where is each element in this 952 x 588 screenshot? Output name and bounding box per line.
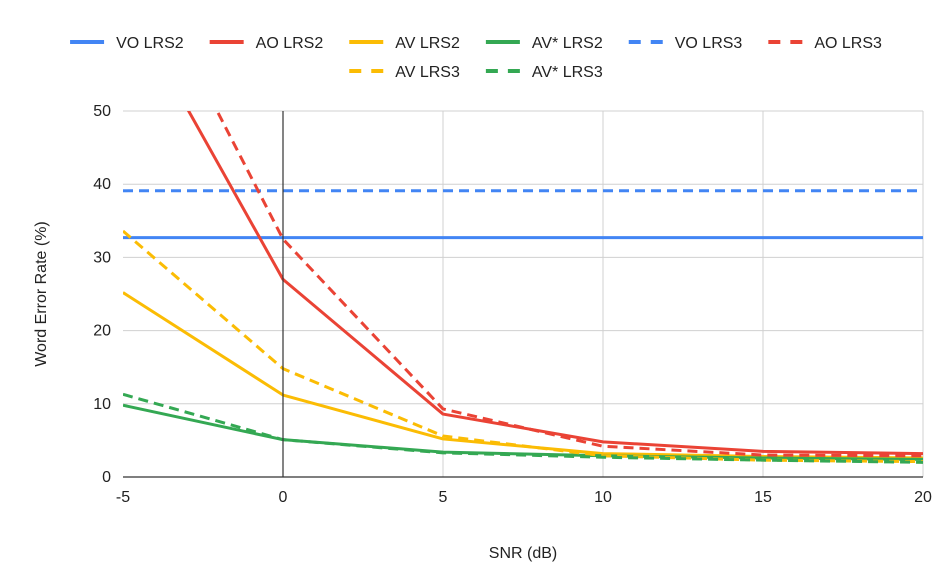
y-tick-label: 40 (93, 176, 111, 193)
legend-label: AO LRS3 (814, 35, 882, 52)
chart-axes: 0 10 20 30 40 50 -5 0 5 10 15 20 (93, 103, 932, 506)
series-line-av-star-lrs3 (123, 392, 923, 464)
series-line-ao-lrs2 (186, 111, 923, 456)
y-tick-label: 20 (93, 323, 111, 340)
y-tick-label: 50 (93, 103, 111, 120)
chart-series (123, 111, 923, 464)
series-line-av-lrs3 (123, 229, 923, 464)
x-tick-label: 20 (914, 489, 932, 506)
legend-label: AV LRS2 (395, 35, 460, 52)
legend-label: AV* LRS3 (532, 64, 603, 81)
x-tick-label: 0 (279, 489, 288, 506)
series-line-ao-lrs3 (215, 111, 923, 458)
series-line-av-lrs2 (123, 291, 923, 460)
y-tick-label: 10 (93, 396, 111, 413)
x-tick-label: -5 (116, 489, 130, 506)
x-tick-label: 5 (439, 489, 448, 506)
legend-label: AV* LRS2 (532, 35, 603, 52)
y-axis-title: Word Error Rate (%) (33, 221, 50, 367)
x-tick-label: 10 (594, 489, 612, 506)
x-tick-label: 15 (754, 489, 772, 506)
y-tick-label: 30 (93, 249, 111, 266)
chart-grid (123, 110, 924, 477)
legend-label: AV LRS3 (395, 64, 460, 81)
legend-label: VO LRS3 (675, 35, 743, 52)
legend-label: AO LRS2 (256, 35, 324, 52)
legend-label: VO LRS2 (116, 35, 184, 52)
x-axis-title: SNR (dB) (489, 545, 557, 562)
chart-legend: VO LRS2 AO LRS2 AV LRS2 AV* LRS2 VO LRS3 AO L… (70, 35, 882, 81)
y-tick-label: 0 (102, 469, 111, 486)
